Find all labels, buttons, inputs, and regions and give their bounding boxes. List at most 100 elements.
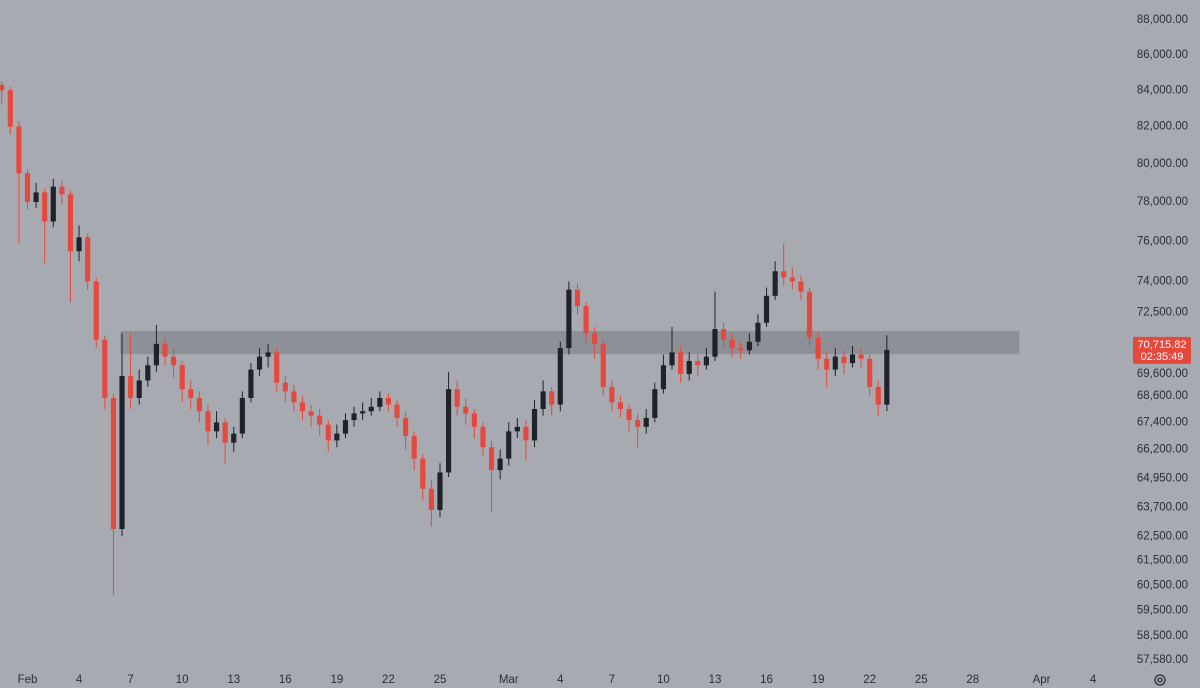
y-tick-label: 62,500.00 xyxy=(1137,530,1188,542)
candle-body xyxy=(162,343,168,357)
candle-body xyxy=(222,422,228,443)
y-tick-label: 82,000.00 xyxy=(1137,121,1188,133)
candle-body xyxy=(342,420,349,434)
x-tick-label: 10 xyxy=(657,674,670,686)
x-tick-label: 4 xyxy=(1090,674,1097,686)
candle-body xyxy=(128,376,134,398)
candle-body xyxy=(420,458,426,489)
candle-body xyxy=(566,289,572,349)
candle-body xyxy=(798,281,804,292)
candle-body xyxy=(781,271,787,278)
settings-icon[interactable] xyxy=(1154,674,1166,686)
candle-body xyxy=(849,354,856,364)
y-tick-label: 67,400.00 xyxy=(1137,416,1188,428)
candle-body xyxy=(171,356,177,366)
candle-body xyxy=(540,391,546,410)
y-tick-label: 57,580.00 xyxy=(1137,654,1188,666)
candle-body xyxy=(196,397,202,412)
candle-body xyxy=(368,406,374,412)
candle-body xyxy=(815,337,821,359)
candle-body xyxy=(428,488,434,510)
candle-body xyxy=(686,360,692,374)
candle-body xyxy=(454,389,460,407)
candle-body xyxy=(471,413,477,427)
x-tick-label: Mar xyxy=(499,674,519,686)
x-tick-label: 4 xyxy=(557,674,564,686)
candle-body xyxy=(76,237,82,252)
y-tick-label: 84,000.00 xyxy=(1137,84,1188,96)
y-tick-label: 58,500.00 xyxy=(1137,630,1188,642)
y-tick-label: 72,500.00 xyxy=(1137,306,1188,318)
candle-body xyxy=(514,426,520,432)
candle-body xyxy=(50,186,56,222)
candle-body xyxy=(7,90,13,127)
x-tick-label: 25 xyxy=(434,674,447,686)
candle-body xyxy=(574,289,581,307)
candle-body xyxy=(33,192,39,203)
candle-body xyxy=(59,186,65,195)
candle-body xyxy=(213,422,220,432)
y-tick-label: 78,000.00 xyxy=(1137,196,1188,208)
candle-body xyxy=(549,391,555,405)
candle-body xyxy=(239,397,245,434)
candle-body xyxy=(729,339,735,349)
candle-body xyxy=(506,431,512,459)
candle-body xyxy=(231,433,237,443)
x-tick-label: 7 xyxy=(127,674,133,686)
candle-body xyxy=(308,411,314,416)
x-tick-label: 25 xyxy=(915,674,928,686)
candle-body xyxy=(712,329,718,357)
x-tick-label: 10 xyxy=(176,674,189,686)
y-tick-label: 76,000.00 xyxy=(1137,235,1188,247)
candle-body xyxy=(660,365,666,390)
y-tick-label: 59,500.00 xyxy=(1137,604,1188,616)
candle-body xyxy=(531,409,538,441)
y-tick-label: 61,500.00 xyxy=(1137,555,1188,567)
candle-body xyxy=(16,126,22,174)
candle-body xyxy=(102,339,108,398)
y-tick-label: 69,600.00 xyxy=(1137,368,1188,380)
y-tick-label: 88,000.00 xyxy=(1137,14,1188,26)
x-tick-label: 13 xyxy=(709,674,722,686)
candle-body xyxy=(875,386,881,405)
y-tick-label: 64,950.00 xyxy=(1137,472,1188,484)
candle-body xyxy=(480,426,486,448)
last-price-label: 70,715.82 xyxy=(1138,339,1187,351)
candle-body xyxy=(299,402,306,412)
candle-body xyxy=(720,329,727,340)
candle-body xyxy=(265,352,271,357)
candle-body xyxy=(85,237,91,282)
x-tick-label: 28 xyxy=(966,674,979,686)
x-tick-label: 16 xyxy=(760,674,773,686)
candle-body xyxy=(291,391,297,403)
candle-body xyxy=(24,173,31,203)
x-tick-label: 22 xyxy=(863,674,876,686)
candle-body xyxy=(0,84,5,91)
candle-body xyxy=(557,348,563,405)
last-price-tag xyxy=(1133,336,1191,364)
x-tick-label: 19 xyxy=(330,674,343,686)
candle-body xyxy=(738,348,744,351)
x-tick-label: 4 xyxy=(76,674,83,686)
candle-body xyxy=(411,435,417,459)
candle-body xyxy=(256,356,263,370)
candle-body xyxy=(858,354,864,359)
y-tick-label: 74,000.00 xyxy=(1137,275,1188,287)
countdown-label: 02:35:49 xyxy=(1141,351,1184,363)
candle-body xyxy=(600,343,606,387)
candle-body xyxy=(377,397,383,407)
candle-body xyxy=(626,409,632,421)
candle-body xyxy=(325,424,331,441)
candle-body xyxy=(703,356,709,366)
y-tick-label: 66,200.00 xyxy=(1137,444,1188,456)
y-tick-label: 86,000.00 xyxy=(1137,49,1188,61)
candle-body xyxy=(282,382,288,392)
candle-body xyxy=(446,389,452,473)
candle-body xyxy=(93,281,99,340)
candle-body xyxy=(763,295,770,323)
candle-body xyxy=(317,415,323,425)
candle-body xyxy=(609,386,615,403)
candle-body xyxy=(403,417,409,436)
